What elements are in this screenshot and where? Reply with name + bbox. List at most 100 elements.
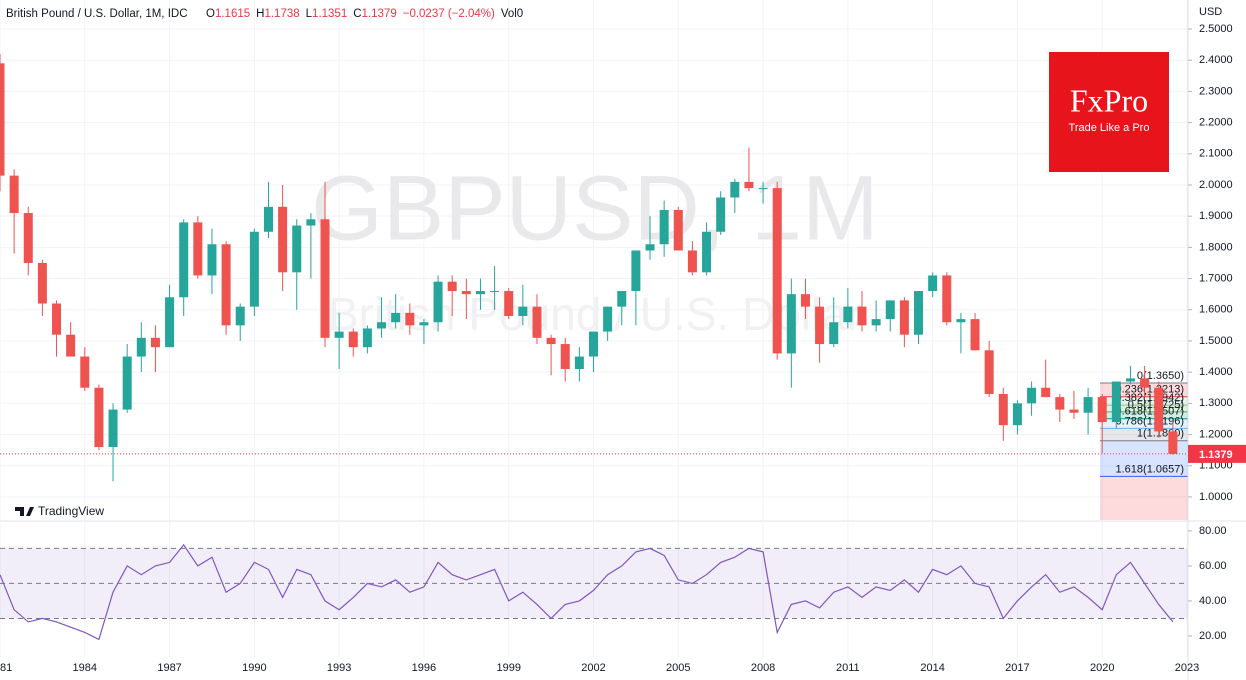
candle-body [1111,381,1121,423]
candle-body [108,409,118,448]
x-tick-label: 1999 [496,662,520,674]
candle-body [80,356,90,388]
y-tick-label: 2.0000 [1199,179,1233,191]
candle-body [1041,387,1051,398]
tradingview-branding: TradingView [15,504,104,518]
candle-body [23,213,33,263]
ohlc-value: 1.1738 [264,8,299,20]
fib-zone [1100,411,1188,419]
candle-body [532,306,542,338]
y-tick-label: 2.3000 [1199,85,1233,97]
candle-body [589,331,598,357]
candle-body [1069,409,1079,413]
candle-body [998,393,1008,426]
candle-body [914,291,924,335]
header: British Pound / U.S. Dollar, 1M, IDC O1.… [6,8,523,20]
ohlc-value: 1.1379 [362,8,397,20]
header-title: British Pound / U.S. Dollar, 1M, IDC [6,8,188,20]
tv-icon [15,507,34,516]
y-tick-label: 1.8000 [1199,241,1233,253]
candle-body [659,209,669,245]
candle-body [885,300,895,320]
x-tick-label: 1996 [412,662,436,674]
fib-zone [1100,428,1188,441]
x-tick-label: 1984 [73,662,97,674]
candle-body [560,344,570,370]
candle-body [758,188,768,190]
candle-body [716,197,726,232]
ohlc-key: H [256,8,264,20]
candle-body [362,328,372,348]
candle-body [928,275,938,292]
x-tick-label: 2011 [836,662,860,674]
ohlc-value: 1.1351 [312,8,347,20]
candle-body [377,322,387,329]
ohlc-key: L [306,8,313,20]
candle-body [702,231,712,273]
candle-body [815,306,825,345]
candle-body [673,209,683,251]
logo-brand: FxPro [1070,82,1148,118]
logo-slogan: Trade Like a Pro [1069,122,1150,134]
candle-body [899,300,909,335]
logo: FxPro Trade Like a Pro [1049,52,1169,172]
fib-zone [1100,405,1188,412]
candle-body [193,222,203,276]
candle-body [1154,387,1164,432]
y-tick-label: 1.3000 [1199,397,1233,409]
candle-body [942,275,952,323]
candle-body [1125,378,1135,382]
candle-body [37,262,47,304]
candle-body [1083,397,1093,413]
candle-body [165,297,175,348]
candle-body [490,291,500,293]
x-tick-label: 2017 [1005,662,1029,674]
y-tick-label: 20.00 [1199,630,1227,642]
candle-body [730,181,740,198]
fib-zone [1100,476,1188,520]
fib-zone [1100,383,1188,397]
watermark-symbol: GBPUSD, 1M [311,157,878,259]
last-price-tag [1188,444,1246,463]
candle-body [221,244,231,326]
candle-body [518,306,528,316]
fib-zone [1100,396,1188,406]
ohlc-value: 1.1615 [215,8,250,20]
fib-label: 2.618(0.8807) [1116,521,1185,533]
candle-body [603,306,613,332]
fib-zone [1100,418,1188,429]
ohlc-key: O [206,8,215,20]
x-tick-label: 2014 [920,662,944,674]
header-change: −0.0237 (−2.04%) [403,8,495,20]
x-tick-label: 1987 [157,662,181,674]
x-tick-label: 2005 [666,662,690,674]
candle-body [122,356,132,410]
candle-body [0,63,5,176]
candle-body [334,331,344,338]
candle-body [249,231,259,307]
candle-body [772,188,782,354]
candle-body [1168,431,1178,454]
fib-label: 0.382(1.2942) [1116,392,1185,404]
candle-body [9,175,19,214]
y-tick-label: 2.4000 [1199,54,1233,66]
y-tick-label: 1.5000 [1199,335,1233,347]
logo-box [1049,52,1169,172]
fib-label: 0.618(1.2507) [1116,406,1185,418]
candle-body [843,306,853,323]
tv-text: TradingView [38,504,104,518]
candle-body [179,222,189,298]
y-tick-label: 40.00 [1199,595,1227,607]
candle-body [263,206,273,232]
y-tick-label: 1.2000 [1199,428,1233,440]
x-tick-label: 2020 [1090,662,1114,674]
rsi-line [0,543,1174,641]
candle-body [687,250,697,273]
header-ohlc: O1.1615 H1.1738 L1.1351 C1.1379 −0.0237 (−2.… [206,8,523,20]
candle-body [235,306,245,326]
candle-body [786,294,796,354]
x-tick-label: 2008 [751,662,775,674]
fib-label: 0.786(1.2196) [1116,415,1185,427]
x-tick-label: 2002 [581,662,605,674]
y-tick-label: 80.00 [1199,525,1227,537]
